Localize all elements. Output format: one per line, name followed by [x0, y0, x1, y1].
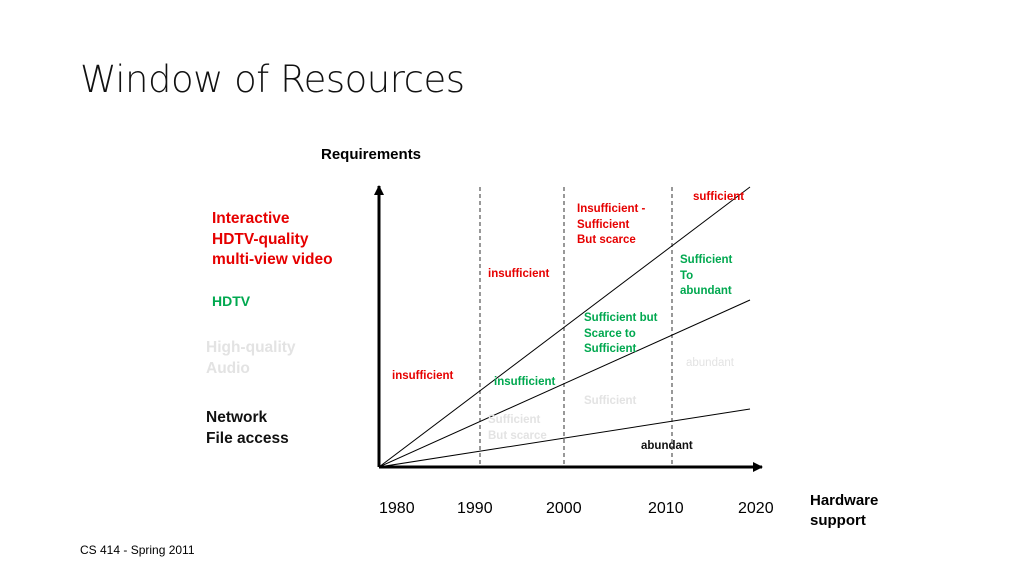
requirement-line: File access: [206, 429, 289, 447]
annotation-line: But scarce: [488, 429, 547, 442]
annotation-abundant-grey: abundant: [686, 356, 734, 372]
annotation-line: Sufficient: [584, 395, 637, 407]
requirement-high-quality-audio: High-quality Audio: [206, 338, 296, 379]
x-axis-label-line: Hardware: [810, 492, 879, 509]
growth-line-medium: [378, 299, 751, 468]
annotation-insufficient-sufficient-scarce: Insufficient - Sufficient But scarce: [577, 202, 645, 249]
annotation-abundant-black: abundant: [641, 439, 693, 455]
year-label-2010: 2010: [648, 500, 684, 517]
annotation-line: abundant: [680, 285, 732, 297]
year-label-2020: 2020: [738, 500, 774, 517]
annotation-line: Insufficient -: [577, 203, 646, 215]
annotation-line: insufficient: [494, 376, 556, 388]
annotation-sufficient-top: sufficient: [693, 190, 744, 206]
requirement-line: HDTV-quality: [212, 230, 309, 248]
annotation-line: sufficient: [693, 191, 745, 203]
x-axis-label-line: support: [810, 512, 866, 529]
annotation-line: Sufficient but: [584, 312, 658, 324]
requirement-line: multi-view video: [212, 251, 333, 268]
requirement-hdtv: HDTV: [212, 291, 250, 312]
annotation-line: Sufficient: [577, 218, 630, 231]
annotation-line: Sufficient: [584, 343, 637, 355]
annotation-line: To: [680, 269, 694, 282]
y-axis-label: Requirements: [321, 146, 422, 163]
year-label-1980: 1980: [379, 500, 415, 517]
requirement-network-file-access: Network File access: [206, 408, 289, 449]
annotation-insufficient-red-lower: insufficient: [392, 369, 453, 385]
slide-title: Window of Resources: [80, 58, 465, 101]
requirement-interactive-hdtv: Interactive HDTV-quality multi-view vide…: [212, 209, 333, 271]
annotation-line: insufficient: [392, 370, 454, 382]
requirement-line: High-quality: [206, 339, 296, 356]
requirement-line: Network: [206, 409, 268, 426]
year-label-1990: 1990: [457, 500, 493, 517]
annotation-line: Scarce to: [584, 327, 636, 340]
growth-line-steep: [378, 186, 751, 468]
annotation-sufficient-but-scarce-to-sufficient: Sufficient but Scarce to Sufficient: [584, 311, 657, 358]
annotation-line: abundant: [641, 440, 693, 452]
annotation-insufficient-green: insufficient: [494, 375, 555, 391]
annotation-sufficient-grey: Sufficient: [584, 394, 636, 410]
slide-footer: CS 414 - Spring 2011: [80, 543, 195, 557]
requirement-line: HDTV: [212, 293, 251, 309]
annotation-line: But scarce: [577, 234, 636, 246]
annotation-insufficient-red-upper: insufficient: [488, 267, 549, 283]
requirement-line: Audio: [206, 359, 250, 377]
annotation-sufficient-but-scarce-grey: Sufficient But scarce: [488, 413, 547, 444]
annotation-sufficient-to-abundant: Sufficient To abundant: [680, 253, 732, 300]
growth-line-shallow: [378, 408, 751, 468]
requirement-line: Interactive: [212, 210, 290, 227]
annotation-line: insufficient: [488, 268, 550, 280]
annotation-line: Sufficient: [488, 414, 541, 426]
annotation-line: abundant: [686, 357, 734, 369]
x-axis-label: Hardware support: [810, 491, 878, 531]
annotation-line: Sufficient: [680, 254, 733, 266]
year-label-2000: 2000: [546, 500, 582, 517]
